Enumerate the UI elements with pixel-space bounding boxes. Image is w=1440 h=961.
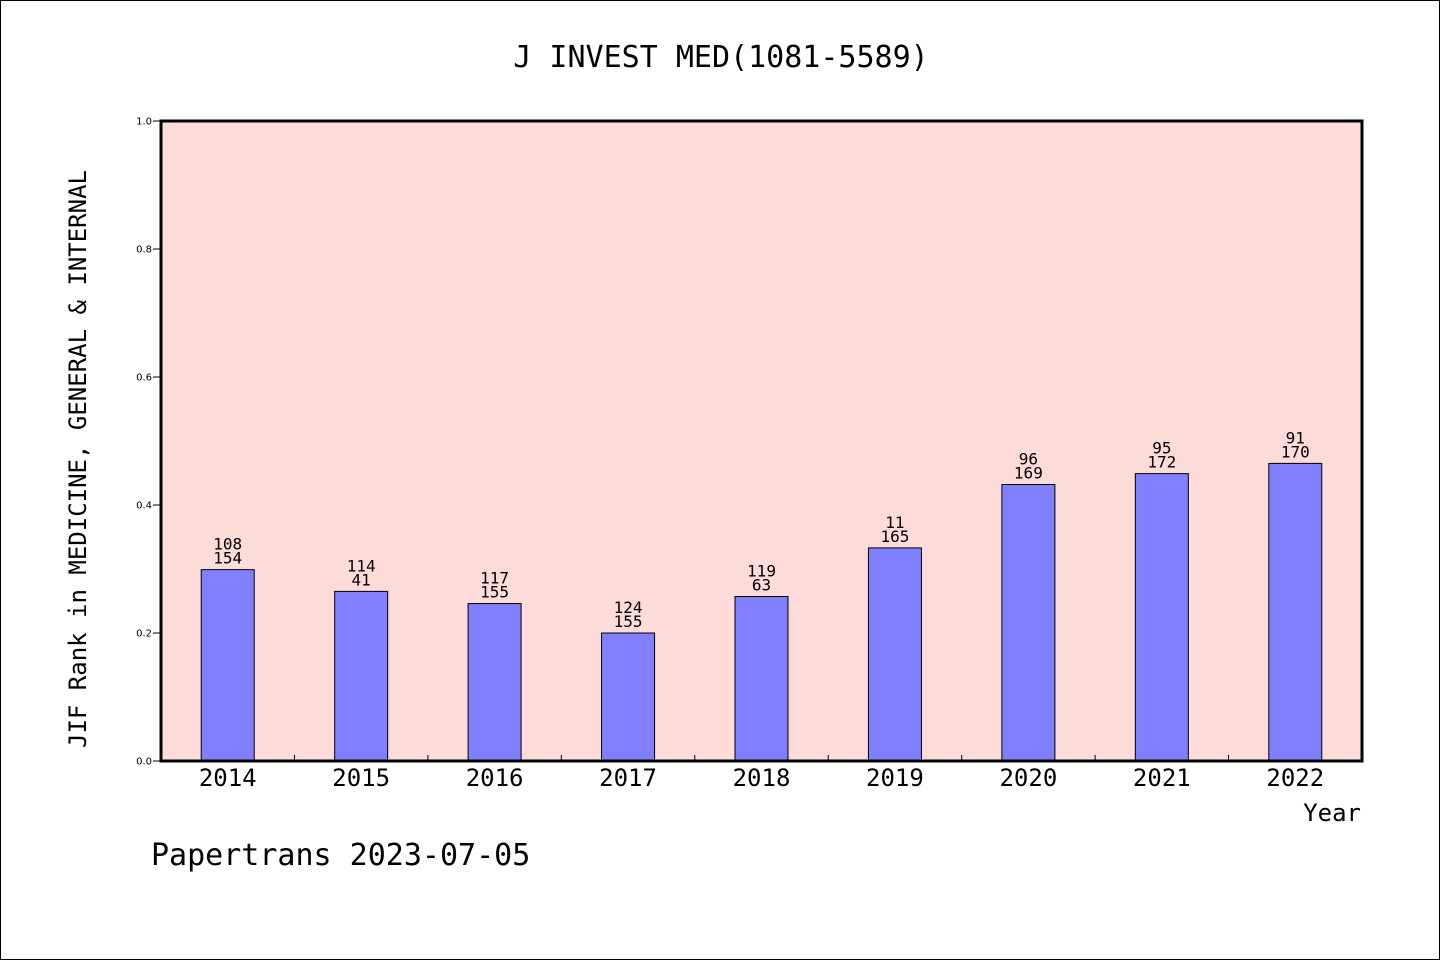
footer-text: Papertrans 2023-07-05	[151, 838, 530, 873]
x-tick-label: 2022	[1266, 764, 1324, 792]
bar-2019	[867, 547, 922, 762]
bar-2017	[601, 632, 656, 762]
data-label-bottom: 63	[752, 576, 771, 595]
data-label-bottom: 169	[1014, 464, 1043, 483]
y-tick-label: 0.4	[136, 501, 152, 512]
x-tick-label: 2015	[332, 764, 390, 792]
y-tick-label: 0.0	[136, 757, 152, 768]
data-label-bottom: 41	[352, 570, 371, 589]
y-tick-label: 0.2	[136, 629, 152, 640]
data-label-bottom: 170	[1281, 442, 1310, 461]
data-label-top: 108	[213, 535, 242, 554]
axis-ticks: 0.0 0.2 0.4 0.6 0.8 1.0 2014 2015 2016 2017 2018 20…	[136, 117, 1324, 793]
data-label-top: 91	[1286, 428, 1305, 447]
x-tick-label: 2017	[599, 764, 657, 792]
bars	[200, 462, 1323, 762]
bar-2015	[334, 590, 389, 762]
data-label-bottom: 155	[480, 583, 509, 602]
data-label-top: 124	[614, 598, 643, 617]
y-tick-label: 1.0	[136, 117, 152, 128]
data-label-top: 114	[347, 556, 376, 575]
data-label-top: 117	[480, 569, 509, 588]
data-label-bottom: 154	[213, 549, 242, 568]
bar-2022	[1268, 462, 1323, 762]
x-tick-label: 2019	[866, 764, 924, 792]
x-tick-label: 2018	[733, 764, 791, 792]
data-label-bottom: 172	[1147, 453, 1176, 472]
x-tick-label: 2021	[1133, 764, 1191, 792]
data-label-top: 11	[885, 513, 904, 532]
data-label-top: 96	[1019, 450, 1038, 469]
plot-border	[159, 119, 1364, 763]
bar-2018	[734, 596, 789, 762]
data-label-bottom: 165	[880, 527, 909, 546]
bar-2014	[200, 569, 255, 762]
x-tick-label: 2014	[199, 764, 257, 792]
x-tick-label: 2020	[999, 764, 1057, 792]
y-tick-label: 0.6	[136, 373, 152, 384]
x-tick-label: 2016	[466, 764, 524, 792]
bar-2016	[467, 603, 522, 762]
data-label-bottom: 155	[614, 612, 643, 631]
chart-title: J INVEST MED(1081-5589)	[513, 40, 928, 75]
y-tick-label: 0.8	[136, 245, 152, 256]
bar-2020	[1001, 484, 1056, 762]
bar-2021	[1134, 473, 1189, 762]
x-axis-label: Year	[1303, 799, 1361, 827]
data-label-top: 119	[747, 562, 776, 581]
data-label-top: 95	[1152, 439, 1171, 458]
y-axis-label: JIF Rank in MEDICINE, GENERAL & INTERNAL	[64, 170, 92, 748]
